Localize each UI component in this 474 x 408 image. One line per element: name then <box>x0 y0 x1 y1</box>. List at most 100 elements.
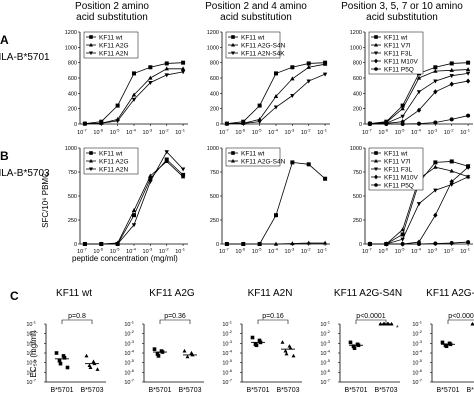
y-tick-label: 10-5 <box>412 358 422 367</box>
data-point <box>444 344 449 349</box>
y-tick-label: 800 <box>353 61 362 67</box>
y-tick-label: 250 <box>68 218 77 224</box>
data-point <box>400 232 405 237</box>
x-tick-label: 10-3 <box>285 247 295 256</box>
series-line-2 <box>226 73 326 125</box>
pvalue-label: p=0.36 <box>164 313 186 320</box>
row-allele-b: HLA-B*5703 <box>0 168 50 179</box>
x-tick-label: 10-5 <box>110 247 120 256</box>
data-point <box>449 81 454 87</box>
x-tick-label: 10-7 <box>362 247 372 256</box>
y-tick-label: 10-2 <box>26 329 36 338</box>
y-tick-label: 10-6 <box>222 368 232 377</box>
data-point <box>182 348 187 353</box>
row-letter-b: B <box>0 149 9 163</box>
data-point <box>433 120 438 125</box>
data-point <box>416 107 422 113</box>
y-tick-label: 10-7 <box>222 378 232 387</box>
scatter-panel-1: KF11 wt 10-710-610-510-410-310-210-1 B*570… <box>26 288 106 394</box>
legend-marker <box>231 42 235 47</box>
data-point <box>306 61 311 66</box>
y-tick-label: 400 <box>210 91 219 97</box>
data-point <box>115 119 120 124</box>
y-tick-label: 500 <box>68 194 77 200</box>
scatter-title: KF11 A2N <box>248 288 293 299</box>
data-point <box>400 227 405 232</box>
y-tick-label: 10-2 <box>124 329 134 338</box>
y-tick-label: 500 <box>353 194 362 200</box>
x-tick-label: 10-4 <box>268 247 278 256</box>
data-point <box>61 354 66 358</box>
y-tick-label: 0 <box>359 122 362 128</box>
x-tick-label: 10-5 <box>110 128 120 137</box>
data-point <box>164 159 169 164</box>
x-tick-label: 10-2 <box>301 128 311 137</box>
data-point <box>465 175 471 180</box>
legend-entry: KF11 M10V <box>384 174 419 181</box>
y-tick-label: 0 <box>216 122 219 128</box>
legend-entry: KF11 P5Q <box>384 66 414 73</box>
legend-marker <box>89 35 93 39</box>
x-tick-label: 10-5 <box>395 128 405 137</box>
x-tick-label: 10-6 <box>378 128 388 137</box>
pvalue-label: p<0.0001 <box>356 313 385 320</box>
y-tick-label: 0 <box>74 242 77 248</box>
data-point <box>273 241 279 246</box>
x-tick-label: 10-1 <box>175 247 185 256</box>
y-tick-label: 750 <box>68 170 77 176</box>
data-point <box>465 71 471 76</box>
row-allele-a: HLA-B*5701 <box>0 52 50 63</box>
data-point <box>148 180 153 184</box>
y-tick-label: 1200 <box>350 30 362 36</box>
data-point <box>257 241 262 246</box>
pvalue-bracket <box>159 319 191 324</box>
data-point <box>433 68 438 73</box>
y-tick-label: 10-3 <box>26 339 36 348</box>
x-tick-label: 10-1 <box>460 128 470 137</box>
legend-marker <box>231 35 235 39</box>
legend-entry: KF11 A2G <box>99 158 129 165</box>
x-tick-label: 10-4 <box>268 128 278 137</box>
series-line-0 <box>226 161 326 245</box>
x-tick-label: 10-2 <box>159 247 169 256</box>
data-point <box>449 61 454 66</box>
y-tick-label: 10-4 <box>222 349 232 358</box>
data-point <box>54 351 59 355</box>
data-point <box>257 120 262 125</box>
data-point <box>306 64 311 69</box>
y-tick-label: 10-4 <box>412 349 422 358</box>
y-tick-label: 800 <box>210 61 219 67</box>
x-tick-label: 10-5 <box>395 247 405 256</box>
data-point <box>367 122 372 126</box>
legend-entry: KF11 M10V <box>384 58 419 65</box>
y-tick-label: 10-2 <box>222 329 232 338</box>
y-tick-label: 1000 <box>65 146 77 152</box>
data-point <box>99 121 104 126</box>
data-point <box>290 65 295 70</box>
data-point <box>257 117 262 121</box>
line-panel-b3: 0 250 500 750 1000 10-7 10-6 10-5 10-4 10-3 10-2 10… <box>350 146 473 255</box>
category-label: B*5701 <box>149 387 172 394</box>
y-tick-label: 10-7 <box>26 378 36 387</box>
legend-entry: KF11 F3L <box>384 50 412 57</box>
data-point <box>465 164 471 170</box>
y-tick-label: 10-7 <box>124 378 134 387</box>
data-point <box>164 66 169 71</box>
legend-entry: KF11 A2N <box>99 166 128 173</box>
legend-entry: KF11 wt <box>99 150 123 157</box>
legend-entry: KF11 V7I <box>384 158 411 165</box>
legend-marker <box>231 151 235 155</box>
x-tick-label: 10-6 <box>93 128 103 137</box>
data-point <box>250 335 255 340</box>
data-point <box>433 212 438 218</box>
data-point <box>466 60 471 65</box>
data-point <box>384 122 389 126</box>
x-tick-label: 10-1 <box>460 247 470 256</box>
data-point <box>449 67 454 72</box>
legend-marker <box>374 158 378 163</box>
data-point <box>449 159 454 164</box>
data-point <box>351 344 356 349</box>
data-point <box>449 241 454 246</box>
legend-marker <box>374 167 378 172</box>
legend-box <box>225 147 281 167</box>
